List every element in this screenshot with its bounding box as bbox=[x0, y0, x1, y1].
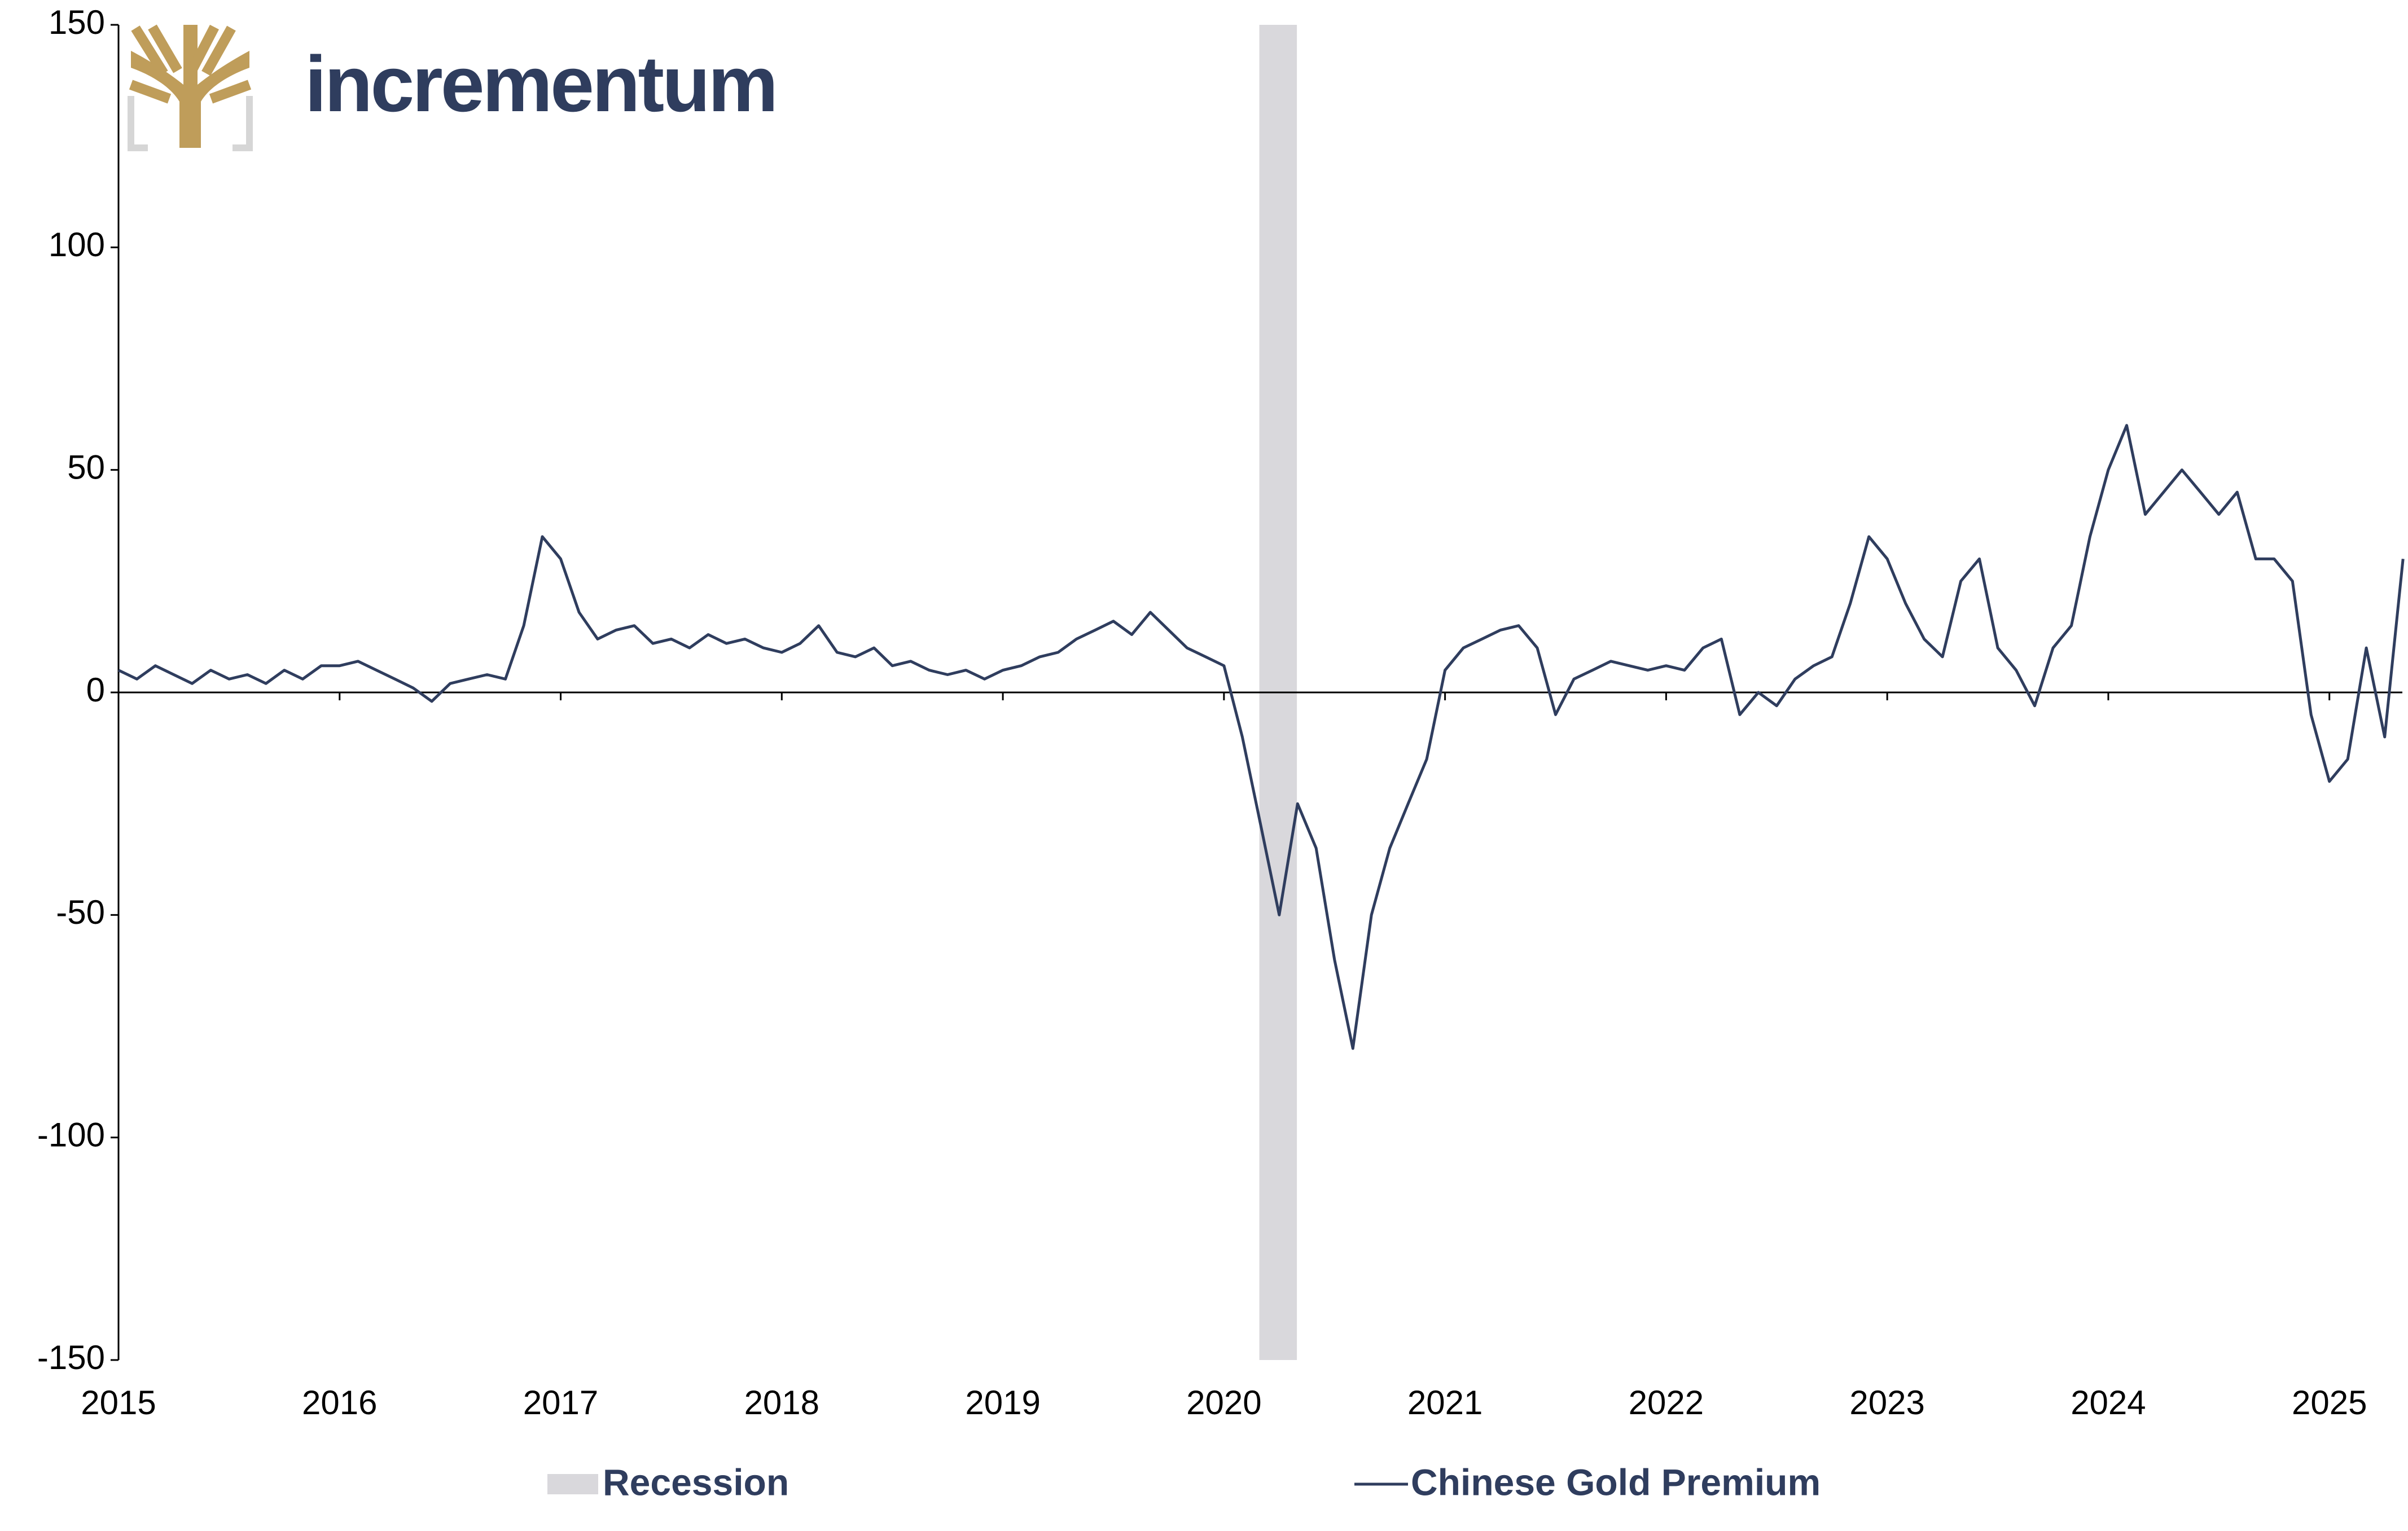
y-tick-label: 50 bbox=[67, 449, 105, 486]
y-tick-label: -150 bbox=[37, 1339, 105, 1376]
legend-label: Recession bbox=[603, 1461, 789, 1503]
y-tick-label: 150 bbox=[49, 3, 105, 41]
x-tick-label: 2022 bbox=[1629, 1384, 1704, 1422]
y-tick-label: 0 bbox=[86, 671, 105, 709]
x-tick-label: 2016 bbox=[302, 1384, 377, 1422]
x-tick-label: 2021 bbox=[1407, 1384, 1482, 1422]
legend-label: Chinese Gold Premium bbox=[1411, 1461, 1821, 1503]
x-tick-label: 2018 bbox=[744, 1384, 819, 1422]
x-tick-label: 2015 bbox=[81, 1384, 156, 1422]
y-tick-label: -100 bbox=[37, 1116, 105, 1154]
x-tick-label: 2025 bbox=[2292, 1384, 2367, 1422]
logo-icon bbox=[128, 24, 253, 151]
y-tick-label: -50 bbox=[56, 893, 105, 931]
legend-swatch bbox=[547, 1474, 598, 1494]
x-tick-label: 2024 bbox=[2071, 1384, 2146, 1422]
y-tick-label: 100 bbox=[49, 226, 105, 264]
x-tick-label: 2023 bbox=[1849, 1384, 1924, 1422]
logo-text: incrementum bbox=[305, 40, 776, 128]
x-tick-label: 2017 bbox=[523, 1384, 598, 1422]
x-tick-label: 2019 bbox=[965, 1384, 1040, 1422]
x-tick-label: 2020 bbox=[1186, 1384, 1261, 1422]
data-line bbox=[117, 424, 2405, 1050]
